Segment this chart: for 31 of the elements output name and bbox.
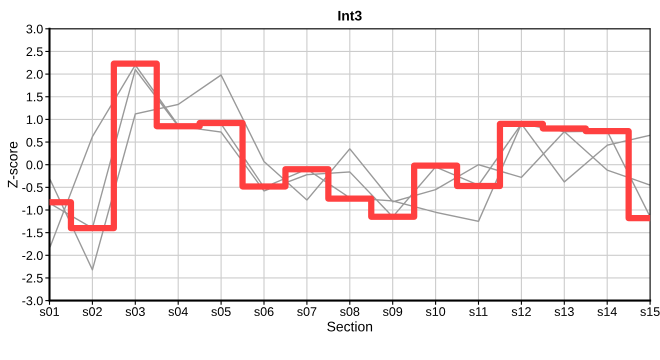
x-tick-label: s10 bbox=[426, 307, 446, 316]
x-tick-label: s14 bbox=[597, 307, 617, 316]
y-tick-label: 0.5 bbox=[26, 138, 43, 147]
y-tick-label: -0.5 bbox=[22, 183, 43, 192]
y-tick-label: 2.0 bbox=[26, 70, 43, 79]
x-axis-title: Section bbox=[327, 321, 372, 332]
y-tick-label: -1.5 bbox=[22, 228, 43, 238]
x-tick-label: s02 bbox=[82, 307, 102, 316]
x-tick-label: s04 bbox=[168, 307, 188, 316]
x-tick-label: s06 bbox=[254, 307, 274, 316]
y-tick-label: 2.5 bbox=[26, 47, 43, 56]
y-tick-label: 1.5 bbox=[26, 92, 43, 102]
y-tick-label: -2.5 bbox=[22, 274, 43, 283]
x-tick-label: s07 bbox=[297, 307, 316, 316]
x-tick-label: s12 bbox=[512, 307, 531, 316]
y-tick-label: -3.0 bbox=[22, 296, 43, 306]
x-tick-label: s01 bbox=[40, 307, 59, 316]
x-tick-label: s13 bbox=[554, 307, 574, 316]
chart-title: Int3 bbox=[338, 10, 362, 21]
y-tick-label: 1.0 bbox=[26, 115, 43, 124]
x-tick-label: s08 bbox=[340, 307, 360, 316]
x-tick-label: s15 bbox=[640, 307, 660, 316]
y-tick-label: 0.0 bbox=[26, 160, 43, 170]
x-tick-label: s05 bbox=[211, 307, 231, 316]
y-axis-title: Z-score bbox=[8, 142, 18, 188]
y-tick-label: 3.0 bbox=[26, 24, 43, 34]
y-tick-label: -2.0 bbox=[22, 251, 43, 260]
x-tick-label: s09 bbox=[382, 307, 402, 316]
x-tick-label: s03 bbox=[126, 307, 145, 316]
x-tick-label: s11 bbox=[469, 307, 488, 316]
y-tick-label: -1.0 bbox=[22, 206, 43, 215]
